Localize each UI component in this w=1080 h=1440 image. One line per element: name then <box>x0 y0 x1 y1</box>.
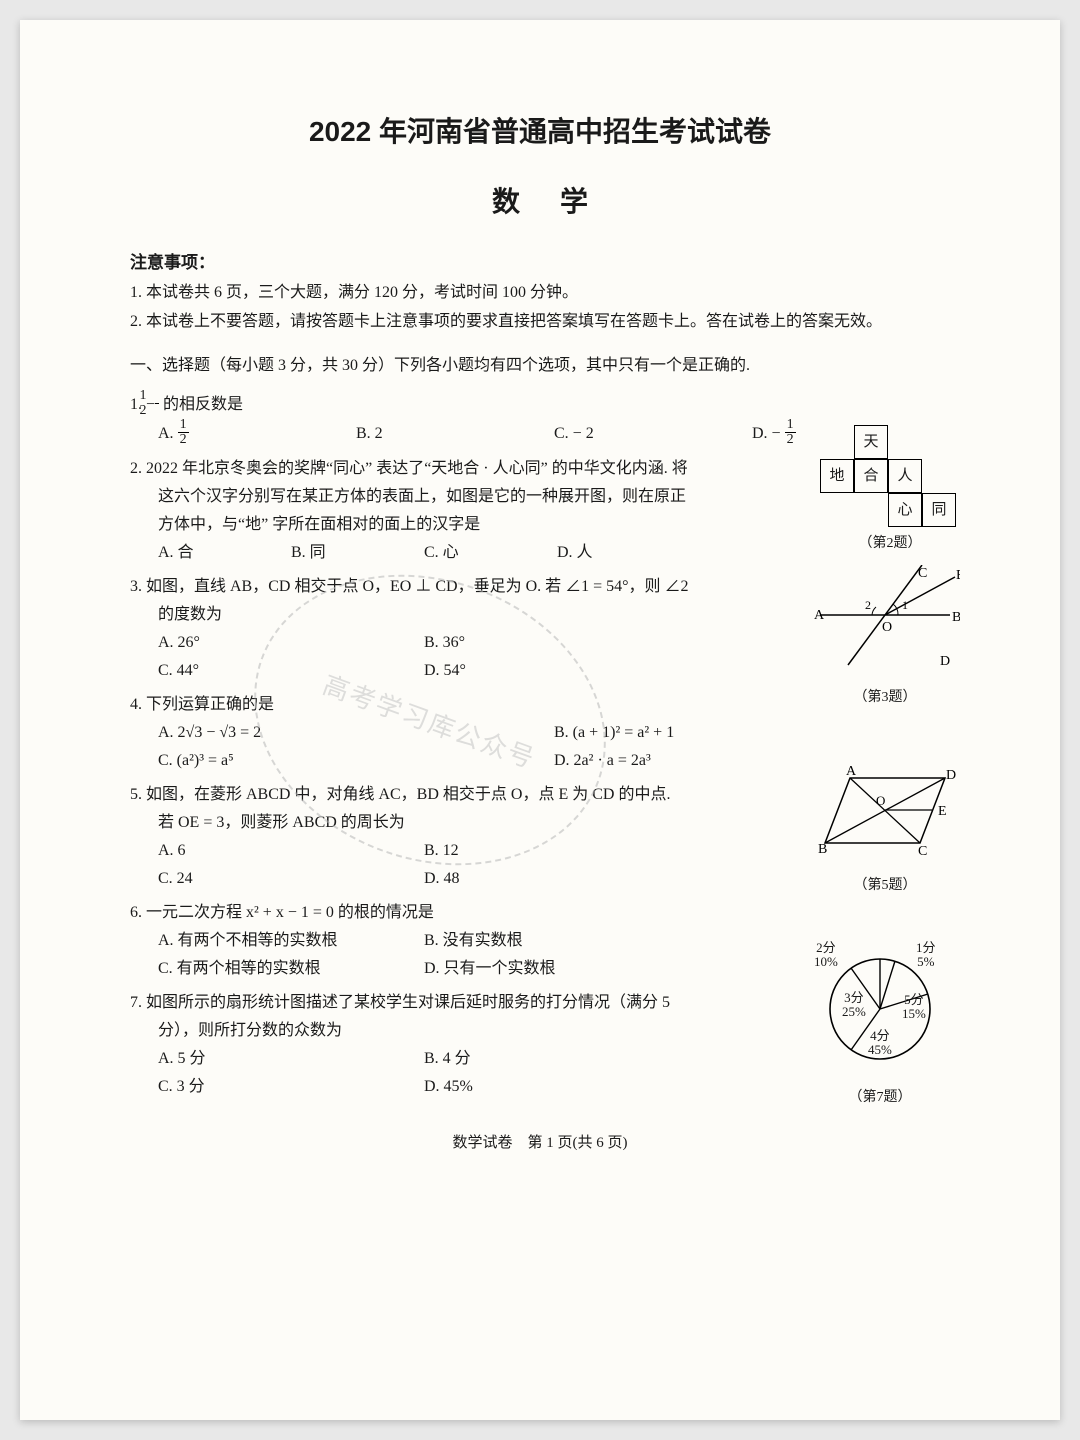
q6-stem: 6. 一元二次方程 x² + x − 1 = 0 的根的情况是 <box>130 899 950 927</box>
figure-q5: A D B C E O （第5题） <box>810 763 960 899</box>
q1-opt-b: B. 2 <box>356 420 554 449</box>
q7-stem: 7. 如图所示的扇形统计图描述了某校学生对课后延时服务的打分情况（满分 5 分）… <box>130 989 690 1045</box>
q1-opt-c: C. − 2 <box>554 420 752 449</box>
question-3: A B C D E O 1 2 （第3题） 3. 如图，直线 AB，CD 相交于… <box>130 573 950 685</box>
q6-opt-b: B. 没有实数根 <box>424 927 690 955</box>
exam-page: 2022 年河南省普通高中招生考试试卷 数学 注意事项： 1. 本试卷共 6 页… <box>20 20 1060 1420</box>
question-2: 天 地 合 人 心 同 （第2题） 2. 2022 年北京冬奥会的奖牌“同心” … <box>130 455 950 567</box>
q3-opt-d: D. 54° <box>424 657 690 685</box>
q3-stem: 3. 如图，直线 AB，CD 相交于点 O，EO ⊥ CD，垂足为 O. 若 ∠… <box>130 573 690 629</box>
q3-opt-a: A. 26° <box>158 629 424 657</box>
figure-q2: 天 地 合 人 心 同 （第2题） <box>820 425 960 557</box>
q7-opt-c: C. 3 分 <box>158 1073 424 1101</box>
q2-stem: 2. 2022 年北京冬奥会的奖牌“同心” 表达了“天地合 · 人心同” 的中华… <box>130 455 690 539</box>
q4-stem: 4. 下列运算正确的是 <box>130 691 950 719</box>
notice-item-2: 2. 本试卷上不要答题，请按答题卡上注意事项的要求直接把答案填写在答题卡上。答在… <box>130 308 950 335</box>
svg-text:D: D <box>940 654 950 669</box>
svg-text:1: 1 <box>902 598 908 612</box>
q5-opt-a: A. 6 <box>158 837 424 865</box>
q6-opt-c: C. 有两个相等的实数根 <box>158 955 424 983</box>
q5-opt-d: D. 48 <box>424 865 690 893</box>
q7-opt-a: A. 5 分 <box>158 1045 424 1073</box>
cube-net-icon: 天 地 合 人 心 同 <box>820 425 960 530</box>
q2-opt-b: B. 同 <box>291 539 424 567</box>
svg-text:2: 2 <box>865 598 871 612</box>
figure-q3: A B C D E O 1 2 （第3题） <box>810 565 960 711</box>
question-7: 1分5% 2分10% 3分25% 4分45% 5分15% （第7题） 7. 如图… <box>130 989 950 1101</box>
q1-stem-suffix: 的相反数是 <box>159 396 243 413</box>
svg-text:B: B <box>818 842 827 857</box>
svg-text:O: O <box>882 620 892 635</box>
notice-item-1: 1. 本试卷共 6 页，三个大题，满分 120 分，考试时间 100 分钟。 <box>130 279 950 306</box>
title-main: 2022 年河南省普通高中招生考试试卷 <box>130 110 950 150</box>
figure-q5-caption: （第5题） <box>810 874 960 899</box>
q5-stem: 5. 如图，在菱形 ABCD 中，对角线 AC，BD 相交于点 O，点 E 为 … <box>130 781 690 837</box>
rhombus-icon: A D B C E O <box>810 763 960 863</box>
fraction-half-icon: 12 <box>155 389 159 418</box>
q2-opt-c: C. 心 <box>424 539 557 567</box>
figure-q2-caption: （第2题） <box>820 532 960 557</box>
svg-text:E: E <box>938 804 947 819</box>
q4-opt-a: A. 2√3 − √3 = 2 <box>158 719 554 747</box>
svg-text:C: C <box>918 566 927 581</box>
q1-opt-a: A. 12 <box>158 420 356 449</box>
q3-opt-b: B. 36° <box>424 629 690 657</box>
page-footer: 数学试卷 第 1 页(共 6 页) <box>130 1131 950 1152</box>
figure-q7-caption: （第7题） <box>800 1086 960 1111</box>
intersecting-lines-icon: A B C D E O 1 2 <box>810 565 960 675</box>
notice-head: 注意事项： <box>130 248 950 273</box>
figure-q7: 1分5% 2分10% 3分25% 4分45% 5分15% （第7题） <box>800 941 960 1111</box>
q4-opt-b: B. (a + 1)² = a² + 1 <box>554 719 950 747</box>
svg-text:E: E <box>956 568 960 583</box>
svg-text:A: A <box>846 764 857 779</box>
q7-opt-d: D. 45% <box>424 1073 690 1101</box>
title-sub: 数学 <box>130 180 950 220</box>
q6-opt-d: D. 只有一个实数根 <box>424 955 690 983</box>
svg-text:D: D <box>946 768 956 783</box>
q5-opt-c: C. 24 <box>158 865 424 893</box>
section-1-head: 一、选择题（每小题 3 分，共 30 分）下列各小题均有四个选项，其中只有一个是… <box>130 353 950 379</box>
q3-opt-c: C. 44° <box>158 657 424 685</box>
q4-opt-c: C. (a²)³ = a⁵ <box>158 747 554 775</box>
q2-opt-a: A. 合 <box>158 539 291 567</box>
q7-opt-b: B. 4 分 <box>424 1045 690 1073</box>
svg-text:B: B <box>952 610 960 625</box>
svg-text:O: O <box>876 793 885 808</box>
svg-text:A: A <box>814 608 825 623</box>
q5-opt-b: B. 12 <box>424 837 690 865</box>
q6-opt-a: A. 有两个不相等的实数根 <box>158 927 424 955</box>
question-5: A D B C E O （第5题） 5. 如图，在菱形 ABCD 中，对角线 A… <box>130 781 950 893</box>
q2-opt-d: D. 人 <box>557 539 690 567</box>
svg-text:C: C <box>918 844 927 859</box>
